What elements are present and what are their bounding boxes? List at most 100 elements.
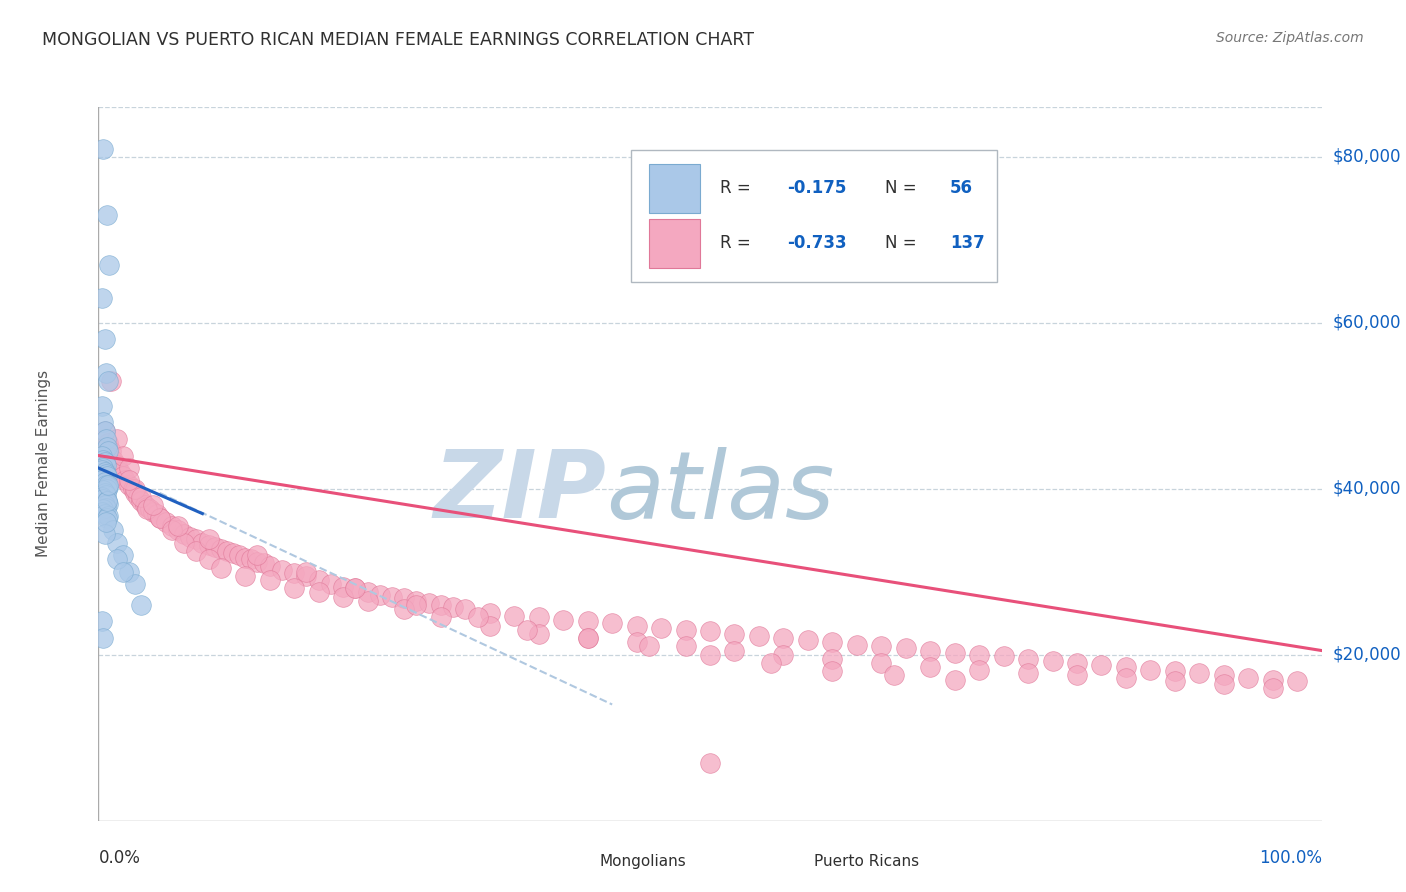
- Point: [105, 432, 128, 446]
- Point: [215, 544, 238, 558]
- Point: [240, 552, 263, 566]
- Point: [91, 491, 114, 506]
- Point: [1066, 656, 1088, 670]
- Point: [259, 573, 281, 587]
- Point: [209, 560, 232, 574]
- Point: [149, 510, 172, 524]
- Point: [920, 660, 942, 674]
- Text: 0.0%: 0.0%: [98, 849, 141, 867]
- Point: [142, 505, 165, 519]
- Point: [91, 415, 114, 429]
- Point: [101, 523, 124, 537]
- Point: [94, 515, 117, 529]
- Point: [160, 523, 183, 537]
- Point: [650, 621, 672, 635]
- Point: [96, 482, 118, 496]
- Point: [100, 444, 122, 458]
- FancyBboxPatch shape: [751, 844, 801, 880]
- Point: [155, 515, 177, 529]
- Point: [332, 590, 354, 604]
- Point: [94, 500, 117, 515]
- Point: [467, 610, 489, 624]
- Point: [94, 488, 117, 502]
- Point: [91, 474, 114, 488]
- Point: [93, 465, 115, 479]
- Point: [553, 613, 575, 627]
- Text: 100.0%: 100.0%: [1258, 849, 1322, 867]
- Point: [246, 548, 269, 562]
- Text: atlas: atlas: [606, 447, 834, 538]
- Point: [129, 494, 152, 508]
- Point: [91, 291, 114, 305]
- Point: [136, 502, 159, 516]
- Point: [93, 475, 115, 489]
- Point: [97, 480, 120, 494]
- Point: [1017, 665, 1039, 680]
- Point: [97, 497, 120, 511]
- Point: [883, 668, 905, 682]
- Point: [1066, 668, 1088, 682]
- Point: [91, 399, 114, 413]
- Point: [91, 615, 114, 629]
- Point: [381, 590, 404, 604]
- Text: $40,000: $40,000: [1333, 480, 1402, 498]
- Point: [259, 558, 281, 573]
- Point: [772, 648, 794, 662]
- Point: [723, 643, 745, 657]
- Point: [1261, 681, 1284, 695]
- Point: [283, 566, 305, 581]
- Point: [454, 602, 477, 616]
- Point: [723, 627, 745, 641]
- Point: [91, 452, 114, 467]
- Point: [149, 510, 172, 524]
- Point: [1212, 677, 1234, 691]
- Point: [637, 640, 661, 654]
- Point: [441, 599, 464, 614]
- Point: [870, 640, 893, 654]
- Point: [97, 477, 120, 491]
- Point: [246, 555, 269, 569]
- Text: Mongolians: Mongolians: [600, 855, 686, 869]
- Point: [121, 482, 143, 496]
- Point: [118, 461, 141, 475]
- Point: [920, 643, 942, 657]
- Point: [600, 616, 623, 631]
- Point: [105, 535, 128, 549]
- Point: [98, 258, 121, 272]
- Point: [699, 624, 721, 639]
- Point: [96, 469, 118, 483]
- Point: [96, 208, 118, 222]
- Point: [295, 565, 318, 579]
- Text: 56: 56: [950, 179, 973, 197]
- Point: [94, 467, 117, 481]
- Point: [1090, 657, 1112, 672]
- Point: [114, 474, 136, 488]
- Point: [228, 548, 250, 562]
- Point: [1237, 671, 1260, 685]
- Point: [134, 499, 156, 513]
- Point: [96, 494, 118, 508]
- Point: [94, 458, 117, 473]
- Point: [675, 640, 697, 654]
- Point: [1139, 663, 1161, 677]
- Text: $20,000: $20,000: [1333, 646, 1402, 664]
- Point: [392, 591, 416, 606]
- Point: [127, 490, 149, 504]
- Text: -0.733: -0.733: [787, 235, 846, 252]
- Point: [576, 631, 599, 645]
- Text: $60,000: $60,000: [1333, 314, 1402, 332]
- Point: [93, 527, 115, 541]
- Point: [111, 548, 134, 562]
- Point: [233, 550, 256, 565]
- Point: [430, 610, 453, 624]
- Point: [186, 544, 208, 558]
- Text: R =: R =: [720, 235, 756, 252]
- Point: [1261, 673, 1284, 687]
- Point: [1164, 674, 1187, 689]
- Point: [93, 424, 115, 438]
- Point: [626, 635, 648, 649]
- Point: [699, 648, 721, 662]
- Point: [576, 631, 599, 645]
- Point: [91, 472, 114, 486]
- Point: [308, 585, 330, 599]
